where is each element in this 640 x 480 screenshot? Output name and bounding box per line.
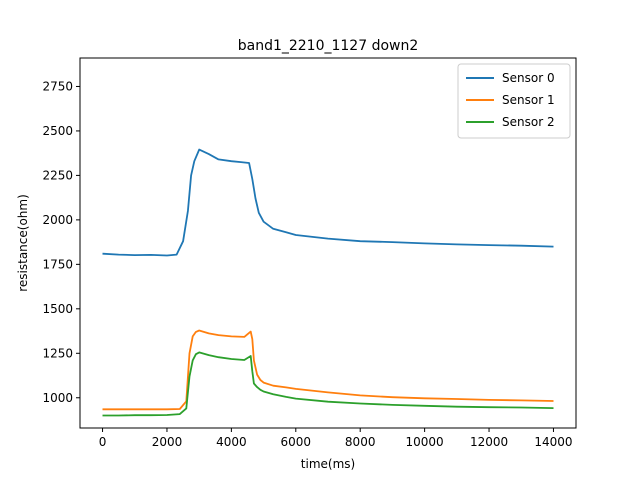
- y-tick-label: 1750: [42, 257, 73, 271]
- y-tick-label: 2250: [42, 168, 73, 182]
- y-axis-label: resistance(ohm): [16, 194, 30, 292]
- legend-label-1: Sensor 1: [502, 93, 555, 107]
- series-line-1: [102, 329, 554, 411]
- x-tick-label: 12000: [470, 435, 508, 449]
- plot-area-frame: [79, 57, 577, 429]
- series-line-0: [102, 148, 554, 257]
- x-axis-label: time(ms): [301, 457, 355, 471]
- x-tick-label: 4000: [216, 435, 247, 449]
- y-tick-label: 2500: [42, 124, 73, 138]
- x-axis: 0 2000 4000 6000 8000 10000 12000 14000: [99, 428, 573, 449]
- x-tick-label: 2000: [152, 435, 183, 449]
- chart-title: band1_2210_1127 down2: [238, 38, 419, 54]
- x-tick-label: 0: [99, 435, 107, 449]
- x-tick-label: 14000: [534, 435, 572, 449]
- legend: Sensor 0 Sensor 1 Sensor 2: [457, 63, 571, 139]
- x-tick-label: 8000: [345, 435, 376, 449]
- y-tick-label: 1000: [42, 391, 73, 405]
- y-tick-label: 1500: [42, 302, 73, 316]
- y-axis: 1000 1250 1500 1750 2000 2250 2500 2750: [42, 79, 80, 405]
- legend-label-0: Sensor 0: [502, 71, 555, 85]
- legend-label-2: Sensor 2: [502, 115, 555, 129]
- legend-box: [457, 63, 571, 139]
- x-tick-label: 6000: [281, 435, 312, 449]
- y-tick-label: 2750: [42, 79, 73, 93]
- x-tick-label: 10000: [406, 435, 444, 449]
- y-tick-label: 1250: [42, 346, 73, 360]
- y-tick-label: 2000: [42, 213, 73, 227]
- series-line-2: [102, 351, 554, 417]
- series-lines: [102, 148, 554, 417]
